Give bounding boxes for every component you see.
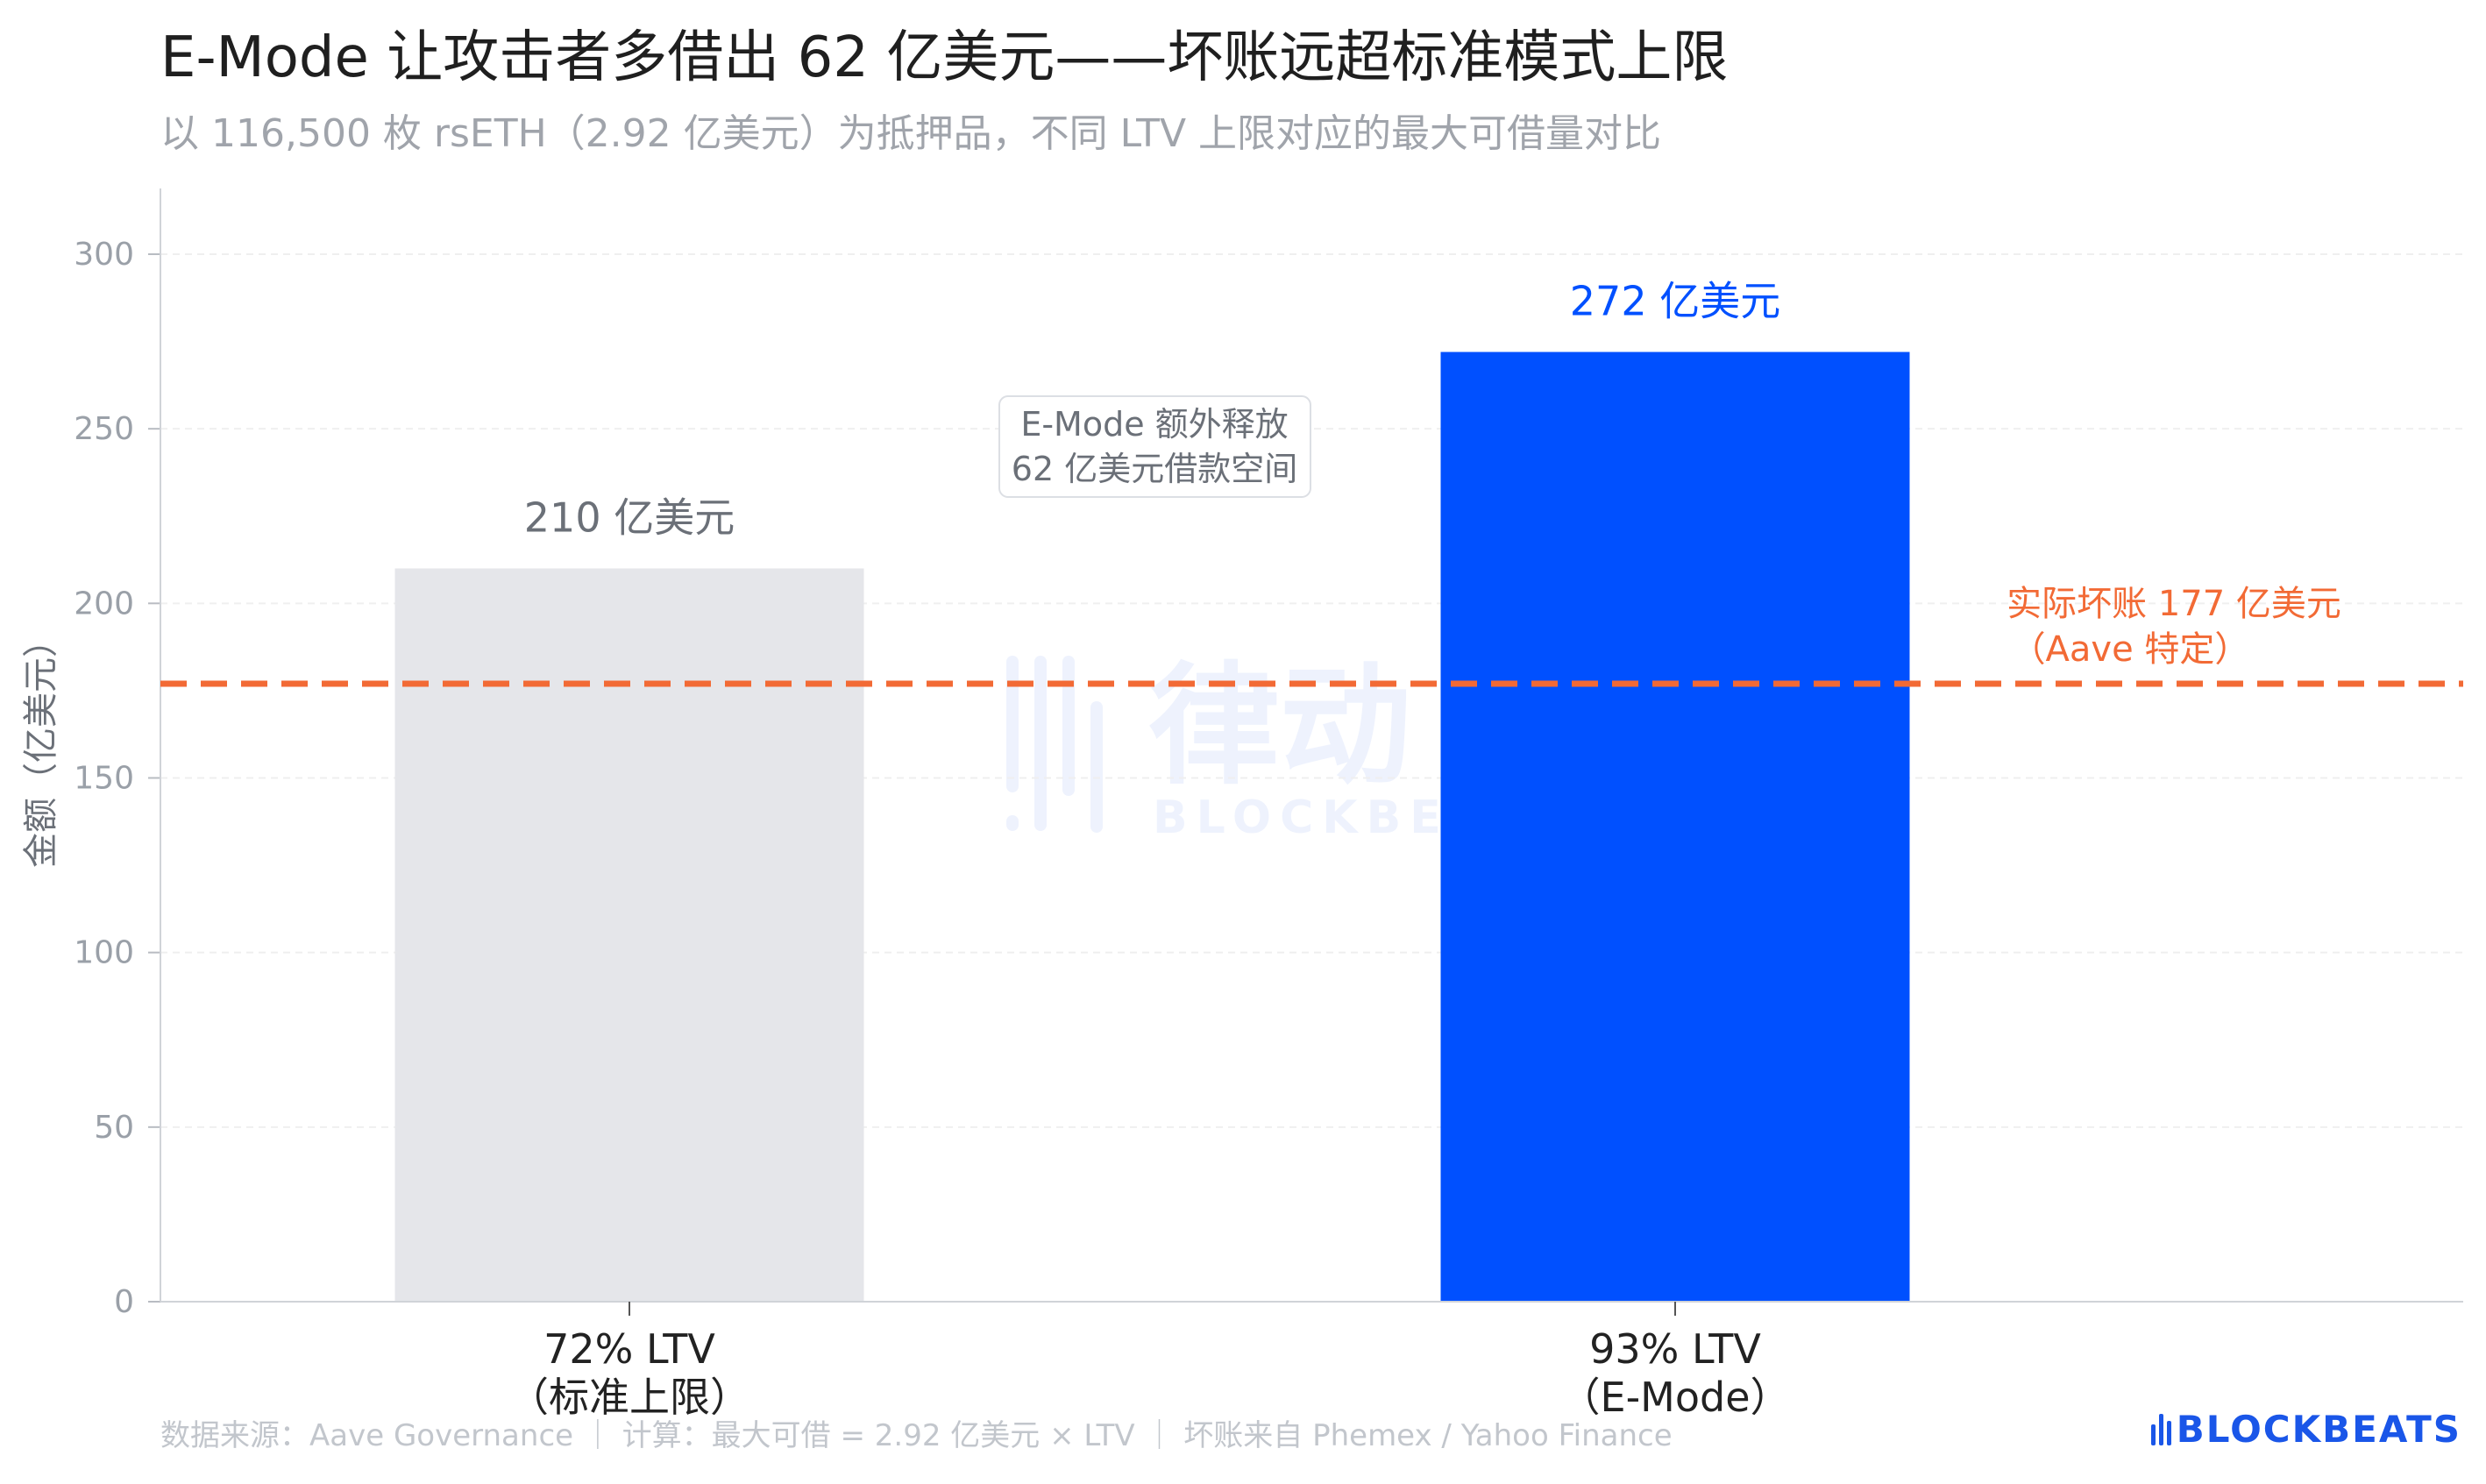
y-tick-label: 150 <box>74 761 134 797</box>
x-tick-label: 93% LTV <box>1589 1325 1761 1373</box>
chart-subtitle: 以 116,500 枚 rsETH（2.92 亿美元）为抵押品，不同 LTV 上… <box>160 111 1662 156</box>
brand-mark-icon <box>2150 1413 2171 1445</box>
bad-debt-label: 实际坏账 177 亿美元 <box>2007 584 2341 624</box>
y-tick-label: 0 <box>114 1284 134 1320</box>
bar-value-label: 272 亿美元 <box>1570 278 1780 325</box>
watermark-text: 律动 <box>1148 650 1411 803</box>
chart-title: E-Mode 让攻击者多借出 62 亿美元——坏账远超标准模式上限 <box>160 25 1729 90</box>
x-tick-label-sub: （标准上限） <box>508 1374 750 1421</box>
y-axis-label: 金额（亿美元） <box>21 622 61 868</box>
brand-logo: BLOCKBEATS <box>2150 1408 2461 1451</box>
bars <box>394 351 1910 1302</box>
x-tick-label: 72% LTV <box>543 1325 715 1373</box>
y-tick-label: 100 <box>74 935 134 971</box>
y-tick-label: 50 <box>94 1110 134 1146</box>
annotation-box <box>998 395 1311 498</box>
x-tick-label-sub: （E-Mode） <box>1560 1374 1791 1421</box>
bad-debt-label-sub: （Aave 特定） <box>2011 629 2250 670</box>
brand-text: BLOCKBEATS <box>2176 1408 2461 1451</box>
annotation-text-sub: 62 亿美元借款空间 <box>1012 450 1297 488</box>
watermark-logo-icon <box>1006 656 1103 833</box>
axes: 0 50 100 150 200 250 300 金额（亿美元） <box>21 188 2463 1320</box>
source-note: 数据来源：Aave Governance ｜ 计算：最大可借 = 2.92 亿美… <box>160 1418 1673 1453</box>
y-tick-label: 250 <box>74 411 134 447</box>
annotation-group: E-Mode 额外释放 62 亿美元借款空间 <box>998 395 1311 498</box>
bar-value-label: 210 亿美元 <box>524 494 735 542</box>
annotation-text: E-Mode 额外释放 <box>1020 405 1288 444</box>
reference-line-group: 实际坏账 177 亿美元 （Aave 特定） <box>160 584 2463 687</box>
bar-2 <box>1440 351 1910 1302</box>
bar-1 <box>394 568 864 1302</box>
y-tick-label: 300 <box>74 237 134 273</box>
labels: 210 亿美元 72% LTV（标准上限） 272 亿美元 93% LTV（E-Mod… <box>508 278 1791 1421</box>
y-tick-label: 200 <box>74 586 134 621</box>
